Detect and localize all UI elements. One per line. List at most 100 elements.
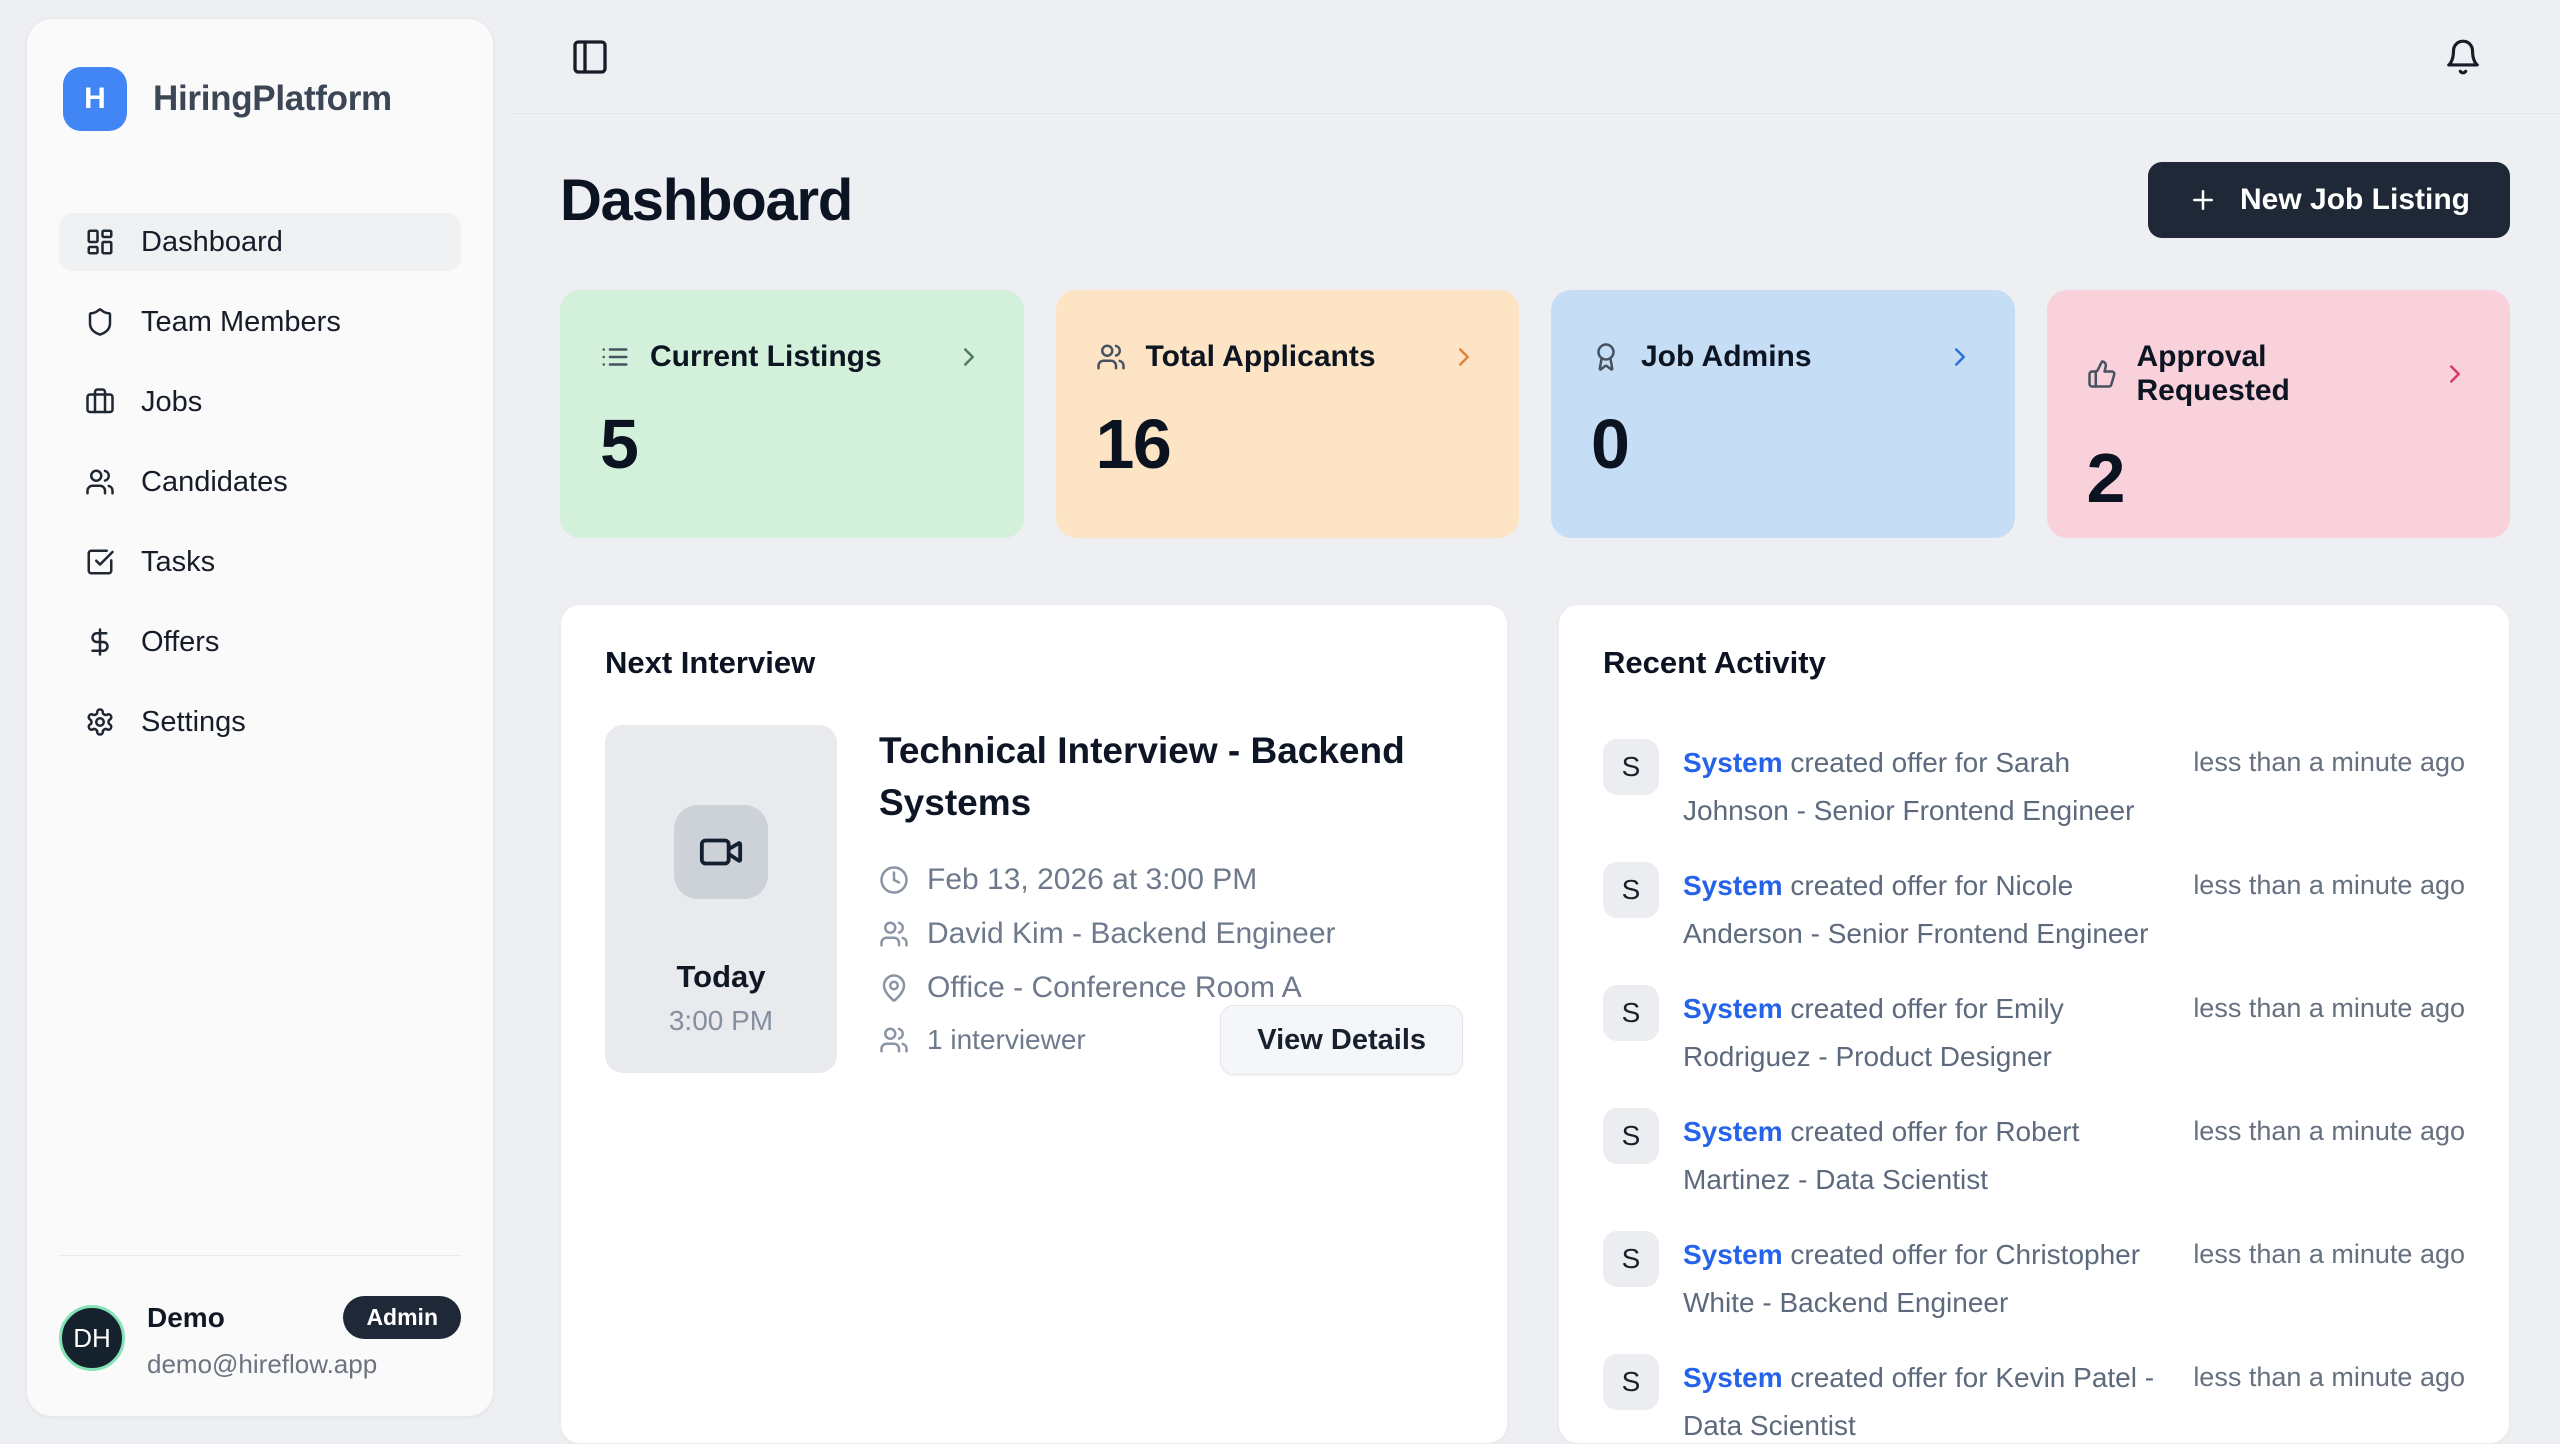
activity-timestamp: less than a minute ago <box>2193 1239 2465 1269</box>
users-icon <box>879 919 909 949</box>
stat-label: Approval Requested <box>2136 340 2290 407</box>
stat-card-total-applicants[interactable]: Total Applicants 16 <box>1055 290 1519 538</box>
activity-item: S System created offer for Sarah Johnson… <box>1603 739 2465 835</box>
sidebar-item-candidates[interactable]: Candidates <box>59 453 461 511</box>
recent-activity-heading: Recent Activity <box>1603 645 1826 680</box>
user-info: Demo Admin demo@hireflow.app <box>147 1296 461 1380</box>
activity-text: System created offer for Christopher Whi… <box>1683 1239 2141 1318</box>
activity-text: System created offer for Kevin Patel - D… <box>1683 1362 2155 1441</box>
user-card[interactable]: DH Demo Admin demo@hireflow.app <box>59 1255 461 1380</box>
sidebar-item-label: Candidates <box>141 465 288 498</box>
settings-icon <box>85 707 115 737</box>
activity-actor[interactable]: System <box>1683 1362 1783 1393</box>
activity-avatar: S <box>1603 1231 1659 1287</box>
activity-list: S System created offer for Sarah Johnson… <box>1603 739 2465 1443</box>
sidebar-item-tasks[interactable]: Tasks <box>59 533 461 591</box>
sidebar-item-dashboard[interactable]: Dashboard <box>59 213 461 271</box>
activity-avatar: S <box>1603 985 1659 1041</box>
activity-text: System created offer for Emily Rodriguez… <box>1683 993 2064 1072</box>
user-avatar: DH <box>59 1305 125 1371</box>
video-icon <box>698 829 744 875</box>
users-icon <box>1096 342 1126 372</box>
sidebar-item-jobs[interactable]: Jobs <box>59 373 461 431</box>
stat-card-current-listings[interactable]: Current Listings 5 <box>560 290 1024 538</box>
chevron-right-icon <box>954 342 984 372</box>
users-icon <box>85 467 115 497</box>
next-interview-card: Next Interview Today 3:00 PM Technical I… <box>560 604 1508 1444</box>
stats-row: Current Listings 5 Total Applicants 16 J… <box>560 290 2510 538</box>
stat-card-approval-requested[interactable]: Approval Requested 2 <box>2046 290 2510 538</box>
activity-timestamp: less than a minute ago <box>2193 993 2465 1023</box>
stat-value: 5 <box>600 405 639 483</box>
activity-actor[interactable]: System <box>1683 1239 1783 1270</box>
activity-text: System created offer for Sarah Johnson -… <box>1683 747 2135 826</box>
interview-datetime: Feb 13, 2026 at 3:00 PM <box>927 863 1258 896</box>
stat-card-job-admins[interactable]: Job Admins 0 <box>1551 290 2015 538</box>
activity-actor[interactable]: System <box>1683 870 1783 901</box>
activity-timestamp: less than a minute ago <box>2193 870 2465 900</box>
user-name: Demo <box>147 1301 225 1333</box>
video-tile <box>674 805 768 899</box>
interview-candidate: David Kim - Backend Engineer <box>927 917 1336 950</box>
recent-activity-card: Recent Activity S System created offer f… <box>1558 604 2510 1444</box>
sidebar-item-team-members[interactable]: Team Members <box>59 293 461 351</box>
interview-meta: Feb 13, 2026 at 3:00 PM David Kim - Back… <box>879 863 1463 1005</box>
sidebar-toggle-button[interactable] <box>564 31 616 83</box>
sidebar-item-settings[interactable]: Settings <box>59 693 461 751</box>
dollar-sign-icon <box>85 627 115 657</box>
activity-text: System created offer for Nicole Anderson… <box>1683 870 2149 949</box>
award-icon <box>1591 342 1621 372</box>
stat-value: 16 <box>1095 405 1172 483</box>
activity-actor[interactable]: System <box>1683 993 1783 1024</box>
bell-icon <box>2444 38 2482 76</box>
activity-avatar: S <box>1603 1108 1659 1164</box>
sidebar-item-label: Settings <box>141 705 246 738</box>
activity-actor[interactable]: System <box>1683 747 1783 778</box>
interview-candidate-row: David Kim - Backend Engineer <box>879 917 1463 951</box>
brand: H HiringPlatform <box>59 55 461 143</box>
sidebar-item-label: Team Members <box>141 305 341 338</box>
interviewer-count-row: 1 interviewer <box>879 1024 1086 1056</box>
notifications-button[interactable] <box>2438 32 2488 82</box>
role-badge: Admin <box>343 1296 461 1339</box>
activity-avatar: S <box>1603 1354 1659 1410</box>
new-job-listing-button[interactable]: New Job Listing <box>2147 162 2510 238</box>
interview-datetime-row: Feb 13, 2026 at 3:00 PM <box>879 863 1463 897</box>
sidebar-item-label: Offers <box>141 625 220 658</box>
brand-logo: H <box>63 67 127 131</box>
activity-timestamp: less than a minute ago <box>2193 1362 2465 1392</box>
interview-time: 3:00 PM <box>668 1005 774 1036</box>
panels: Next Interview Today 3:00 PM Technical I… <box>560 604 2510 1444</box>
shield-icon <box>85 307 115 337</box>
topbar <box>512 0 2560 114</box>
map-pin-icon <box>879 973 909 1003</box>
activity-item: S System created offer for Kevin Patel -… <box>1603 1354 2465 1443</box>
briefcase-icon <box>85 387 115 417</box>
interview-location-row: Office - Conference Room A <box>879 971 1463 1005</box>
page-title: Dashboard <box>560 167 853 233</box>
activity-avatar: S <box>1603 739 1659 795</box>
activity-actor[interactable]: System <box>1683 1116 1783 1147</box>
interview-body: Today 3:00 PM Technical Interview - Back… <box>605 725 1463 1075</box>
sidebar-item-label: Tasks <box>141 545 216 578</box>
interview-date-tile: Today 3:00 PM <box>605 725 837 1073</box>
main-area: Dashboard New Job Listing Current Listin… <box>512 0 2560 1444</box>
sidebar-item-offers[interactable]: Offers <box>59 613 461 671</box>
interview-location: Office - Conference Room A <box>927 971 1302 1004</box>
layout-dashboard-icon <box>85 227 115 257</box>
users-icon <box>879 1025 909 1055</box>
view-details-button[interactable]: View Details <box>1220 1005 1463 1075</box>
stat-value: 0 <box>1591 405 1630 483</box>
sidebar-item-label: Dashboard <box>141 225 283 258</box>
square-check-icon <box>85 547 115 577</box>
chevron-right-icon <box>1449 342 1479 372</box>
activity-avatar: S <box>1603 862 1659 918</box>
interviewer-count: 1 interviewer <box>927 1024 1086 1055</box>
list-icon <box>600 342 630 372</box>
activity-text: System created offer for Robert Martinez… <box>1683 1116 2080 1195</box>
brand-name: HiringPlatform <box>153 79 392 118</box>
content: Dashboard New Job Listing Current Listin… <box>512 114 2560 1444</box>
interview-title: Technical Interview - Backend Systems <box>879 730 1405 823</box>
clock-icon <box>879 865 909 895</box>
chevron-right-icon <box>2440 359 2470 389</box>
